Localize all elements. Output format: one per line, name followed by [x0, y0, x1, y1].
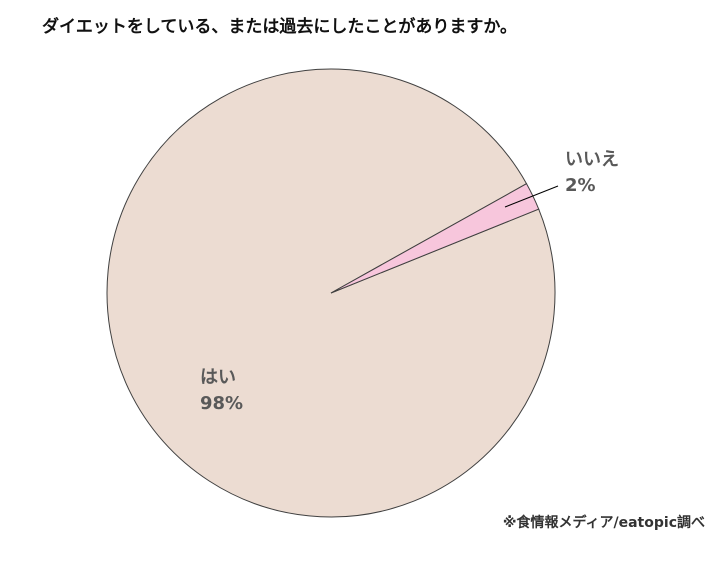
slice-label: はい [200, 367, 236, 388]
value-label: 98% [200, 393, 243, 414]
value-label: 2% [565, 175, 596, 196]
chart-title: ダイエットをしている、または過去にしたことがありますか。 [42, 16, 517, 37]
leader-line [504, 185, 559, 208]
slice-label: いいえ [565, 149, 619, 170]
source-note: ※食情報メディア/eatopic調べ [503, 514, 705, 531]
